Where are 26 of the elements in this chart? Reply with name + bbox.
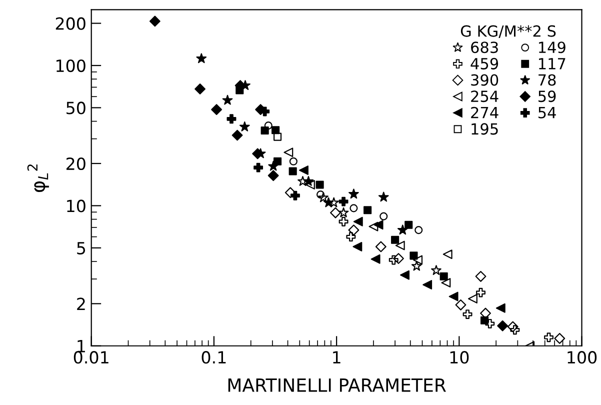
legend-label: 59 bbox=[538, 90, 556, 102]
legend-label: 54 bbox=[538, 107, 556, 118]
legend-label: 683 bbox=[471, 42, 498, 54]
y-axis-title: φ$_{L}$$^{2}$ bbox=[27, 164, 49, 192]
legend-label: 274 bbox=[471, 106, 498, 118]
legend-label: 149 bbox=[539, 42, 566, 54]
legend-label: 117 bbox=[539, 58, 566, 70]
y-tick-label: 50 bbox=[66, 102, 86, 114]
x-tick-label: 100 bbox=[568, 351, 597, 364]
x-tick-label: 0.01 bbox=[74, 351, 108, 364]
legend-label: 195 bbox=[472, 123, 498, 135]
x-tick-label: 0.1 bbox=[202, 351, 226, 364]
y-tick-label: 100 bbox=[56, 59, 86, 72]
y-tick-label: 10 bbox=[67, 200, 86, 212]
x-tick-label: 10 bbox=[450, 351, 469, 364]
y-tick-label: 2 bbox=[77, 298, 85, 310]
x-axis-title: MARTINELLI PARAMETER bbox=[228, 378, 446, 392]
x-tick-label: 1 bbox=[333, 351, 340, 364]
legend-title: G KG/M**2 S bbox=[460, 25, 556, 38]
legend-label: 254 bbox=[471, 90, 498, 102]
y-tick-label: 20 bbox=[66, 157, 86, 170]
legend-label: 78 bbox=[538, 74, 556, 86]
y-tick-label: 5 bbox=[77, 242, 86, 254]
legend-label: 390 bbox=[471, 74, 498, 86]
legend-label: 459 bbox=[470, 58, 498, 70]
y-tick-label: 200 bbox=[56, 17, 86, 30]
